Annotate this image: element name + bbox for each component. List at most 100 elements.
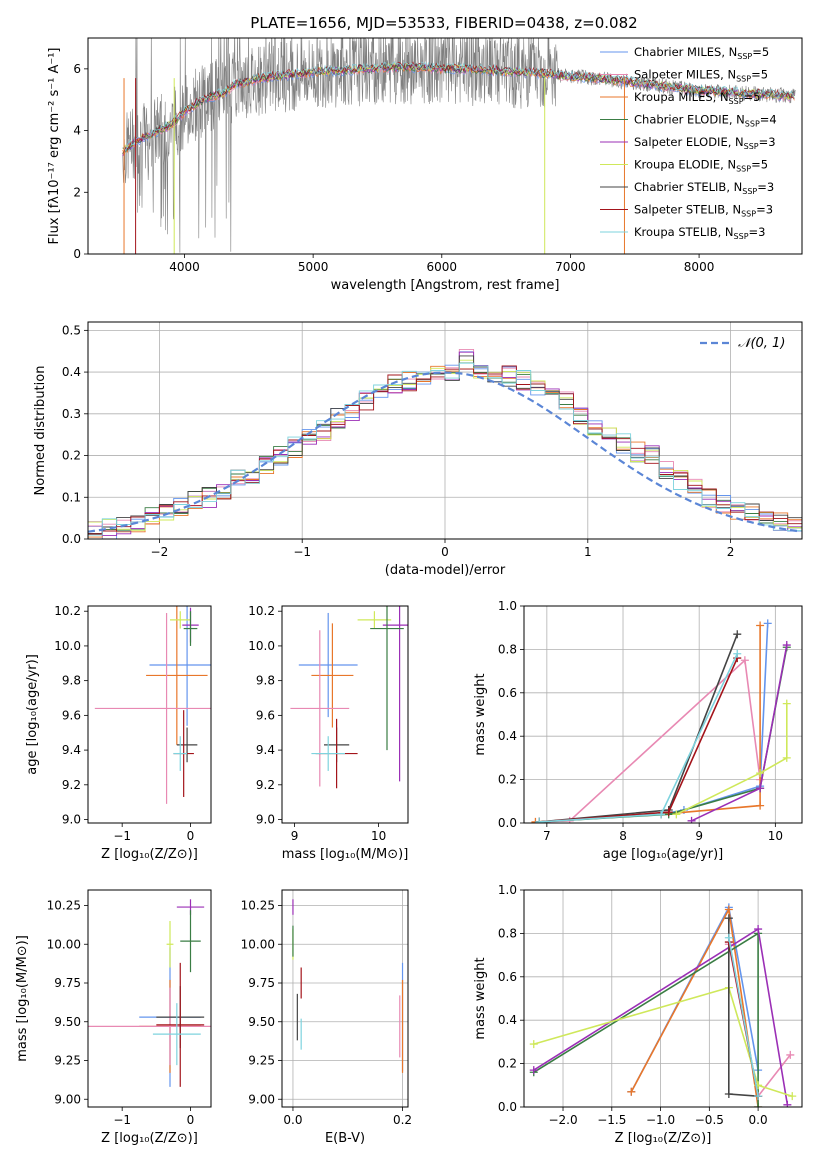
x-tick-label: 10 xyxy=(371,829,386,843)
weight-point-marker xyxy=(756,801,765,810)
x-tick-label: 0 xyxy=(441,545,449,559)
legend-entry-label: Chabrier STELIB, N xyxy=(634,180,742,194)
y-tick-label: 0.0 xyxy=(498,816,517,830)
y-axis-label: Normed distribution xyxy=(33,366,48,496)
y-tick-label: 0.8 xyxy=(498,926,517,940)
plot-area xyxy=(529,903,797,1107)
y-tick-label: 10.00 xyxy=(47,937,81,951)
legend-entry-suffix: =5 xyxy=(752,45,769,59)
y-tick-label: 0.6 xyxy=(498,686,517,700)
x-axis-label: age [log₁₀(age/yr)] xyxy=(603,847,724,862)
normal-distribution-curve xyxy=(88,371,800,533)
legend-entry-subscript: SSP xyxy=(736,75,751,84)
y-tick-label: 0.4 xyxy=(62,365,81,379)
weight-point-marker xyxy=(657,810,666,819)
x-tick-label: 10 xyxy=(768,829,783,843)
x-tick-label: 9 xyxy=(291,829,299,843)
y-tick-label: 9.4 xyxy=(256,743,275,757)
axes-frame xyxy=(523,889,803,1108)
weight-point-marker xyxy=(782,753,791,762)
y-tick-label: 0.6 xyxy=(498,970,517,984)
weight-point-marker xyxy=(529,1066,538,1075)
y-tick-label: 10.2 xyxy=(248,604,275,618)
legend-entry-suffix: =5 xyxy=(751,158,768,172)
residual-histogram-step xyxy=(88,362,802,536)
axes-frame xyxy=(87,605,212,824)
y-tick-label: 9.8 xyxy=(256,674,275,688)
weight-point-marker xyxy=(672,810,681,819)
weight-point-marker xyxy=(763,619,772,628)
legend-entry: 𝒩(0, 1) xyxy=(738,336,785,351)
y-tick-label: 10.0 xyxy=(54,639,81,653)
x-tick-label: 0.0 xyxy=(749,1113,768,1127)
legend-entry-label: Chabrier MILES, N xyxy=(634,45,737,59)
x-tick-label: 9 xyxy=(695,829,703,843)
weight-point-marker xyxy=(783,1100,792,1107)
y-tick-label: 9.75 xyxy=(54,976,81,990)
y-tick-label: 0.0 xyxy=(62,532,81,546)
axes-frame xyxy=(87,889,212,1108)
x-axis-label: Z [log₁₀(Z/Z⊙)] xyxy=(615,1131,712,1146)
x-tick-label: −1 xyxy=(113,1113,131,1127)
x-tick-label: 0 xyxy=(187,829,195,843)
legend-entry: Kroupa MILES, NSSP=5 xyxy=(634,90,760,106)
x-tick-label: −2.0 xyxy=(548,1113,577,1127)
y-tick-label: 9.00 xyxy=(248,1092,275,1106)
weight-series-line xyxy=(675,703,788,816)
legend-entry: Kroupa STELIB, NSSP=3 xyxy=(634,225,765,241)
weight-point-marker xyxy=(724,914,733,923)
weight-point-marker xyxy=(733,630,742,639)
x-axis-label: E(B-V) xyxy=(325,1131,365,1146)
weight-point-marker xyxy=(786,1050,795,1059)
x-tick-label: −1.0 xyxy=(646,1113,675,1127)
weight-series-line xyxy=(539,633,739,823)
legend-entry-suffix: =4 xyxy=(760,113,777,127)
axes-frame xyxy=(281,889,409,1108)
y-tick-label: 4 xyxy=(73,124,81,138)
panel-age_vs_z: −1 0 9.0 9.2 9.4 9.6 9.8 10.0 10.2 Z [log₁₀(Z/Z⊙)… xyxy=(25,604,212,862)
legend-entry: Salpeter STELIB, NSSP=3 xyxy=(634,203,773,219)
y-tick-label: 10.0 xyxy=(248,639,275,653)
y-tick-label: 0.2 xyxy=(498,773,517,787)
y-tick-label: 0.8 xyxy=(498,642,517,656)
plot-area xyxy=(94,606,211,804)
x-tick-label: 8 xyxy=(619,829,627,843)
legend-entry-suffix: =5 xyxy=(744,90,761,104)
weight-point-marker xyxy=(627,1087,636,1096)
legend-entry-suffix: =3 xyxy=(759,135,776,149)
legend-entry: Kroupa ELODIE, NSSP=5 xyxy=(634,158,768,174)
y-tick-label: 10.25 xyxy=(241,899,275,913)
x-tick-label: 0.2 xyxy=(393,1113,412,1127)
y-tick-label: 10.00 xyxy=(241,937,275,951)
legend-entry-label: Kroupa STELIB, N xyxy=(634,225,734,239)
weight-series-line xyxy=(630,906,759,1107)
panel-weight_vs_z: −2.0 −1.5 −1.0 −0.5 0.0 0.0 0.2 0.4 0.6 0.8 1.0 Z [… xyxy=(473,883,803,1146)
legend-entry-label: Chabrier ELODIE, N xyxy=(634,113,745,127)
plot-area xyxy=(290,606,408,789)
weight-point-marker xyxy=(724,933,733,942)
legend-entry: Chabrier ELODIE, NSSP=4 xyxy=(634,113,777,129)
model-spectrum-line xyxy=(122,61,795,152)
legend-entry-label: Salpeter MILES, N xyxy=(634,68,736,82)
weight-point-marker xyxy=(733,649,742,658)
legend-entry-subscript: SSP xyxy=(741,210,756,219)
weight-point-marker xyxy=(756,621,765,630)
x-axis-label: mass [log₁₀(M/M⊙)] xyxy=(282,847,409,862)
weight-series-line xyxy=(539,657,739,823)
legend-entry-subscript: SSP xyxy=(736,165,751,174)
legend-entry: Chabrier STELIB, NSSP=3 xyxy=(634,180,774,196)
y-axis-label: Flux [fλ10⁻¹⁷ erg cm⁻² s⁻¹ A⁻¹] xyxy=(47,48,62,245)
y-tick-label: 0.4 xyxy=(498,1013,517,1027)
x-tick-label: −1 xyxy=(293,545,311,559)
weight-point-marker xyxy=(788,1092,797,1101)
y-tick-label: 0.5 xyxy=(62,323,81,337)
panel-age_vs_mass: 9 10 9.0 9.2 9.4 9.6 9.8 10.0 10.2 mass [log₁₀(M/… xyxy=(248,604,409,862)
x-tick-label: −0.5 xyxy=(695,1113,724,1127)
y-tick-label: 9.25 xyxy=(54,1054,81,1068)
x-tick-label: 0 xyxy=(187,1113,195,1127)
y-tick-label: 9.4 xyxy=(62,743,81,757)
axes-frame xyxy=(87,37,803,255)
x-axis-label: Z [log₁₀(Z/Z⊙)] xyxy=(101,847,198,862)
